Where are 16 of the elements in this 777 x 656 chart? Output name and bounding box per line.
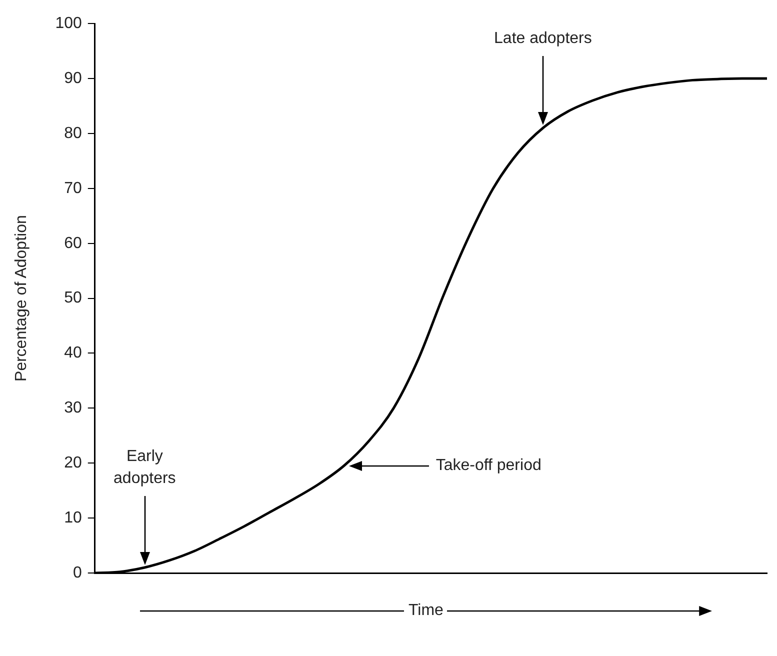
x-axis-title: Time xyxy=(404,602,448,619)
annotation: Take-off period xyxy=(436,456,542,476)
y-tick-label: 70 xyxy=(64,180,82,197)
annotation: Late adopters xyxy=(493,29,593,49)
y-tick-label: 60 xyxy=(64,234,82,252)
annotation: Early adopters xyxy=(114,448,176,487)
y-tick-label: 90 xyxy=(64,70,82,87)
y-tick-label: 100 xyxy=(55,15,82,32)
y-tick-label: 0 xyxy=(72,564,82,582)
y-tick-label: 80 xyxy=(64,124,82,142)
y-tick-label: 30 xyxy=(64,400,82,417)
y-tick-label: 10 xyxy=(64,509,82,526)
y-tick-label: 50 xyxy=(64,290,82,307)
y-tick-label: 40 xyxy=(64,344,82,362)
y-axis-title: Percentage of Adoption xyxy=(13,215,30,382)
y-tick-label: 20 xyxy=(64,454,82,472)
